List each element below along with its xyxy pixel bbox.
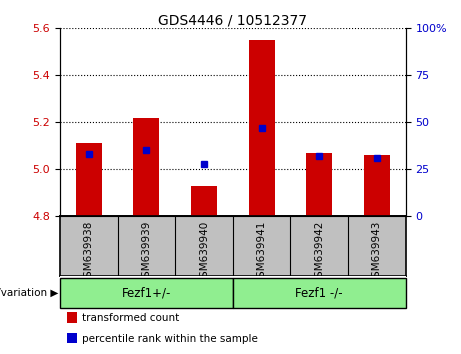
Text: GSM639941: GSM639941 bbox=[257, 221, 266, 284]
Bar bbox=[67, 312, 77, 322]
Text: percentile rank within the sample: percentile rank within the sample bbox=[83, 334, 258, 344]
Bar bbox=[133, 118, 160, 216]
Text: Fezf1 -/-: Fezf1 -/- bbox=[296, 286, 343, 299]
Bar bbox=[364, 155, 390, 216]
Bar bbox=[67, 333, 77, 343]
Text: transformed count: transformed count bbox=[83, 313, 180, 323]
Bar bbox=[248, 40, 275, 216]
Text: GSM639942: GSM639942 bbox=[314, 221, 324, 284]
Text: GSM639938: GSM639938 bbox=[84, 221, 94, 284]
Text: GSM639940: GSM639940 bbox=[199, 221, 209, 284]
Bar bbox=[306, 153, 332, 216]
FancyBboxPatch shape bbox=[60, 278, 233, 308]
Text: GSM639943: GSM639943 bbox=[372, 221, 382, 284]
Bar bbox=[191, 185, 217, 216]
Text: Fezf1+/-: Fezf1+/- bbox=[122, 286, 171, 299]
FancyBboxPatch shape bbox=[233, 278, 406, 308]
Text: GSM639939: GSM639939 bbox=[142, 221, 151, 284]
Title: GDS4446 / 10512377: GDS4446 / 10512377 bbox=[158, 13, 307, 27]
Text: genotype/variation ▶: genotype/variation ▶ bbox=[0, 287, 58, 298]
Bar bbox=[76, 143, 102, 216]
